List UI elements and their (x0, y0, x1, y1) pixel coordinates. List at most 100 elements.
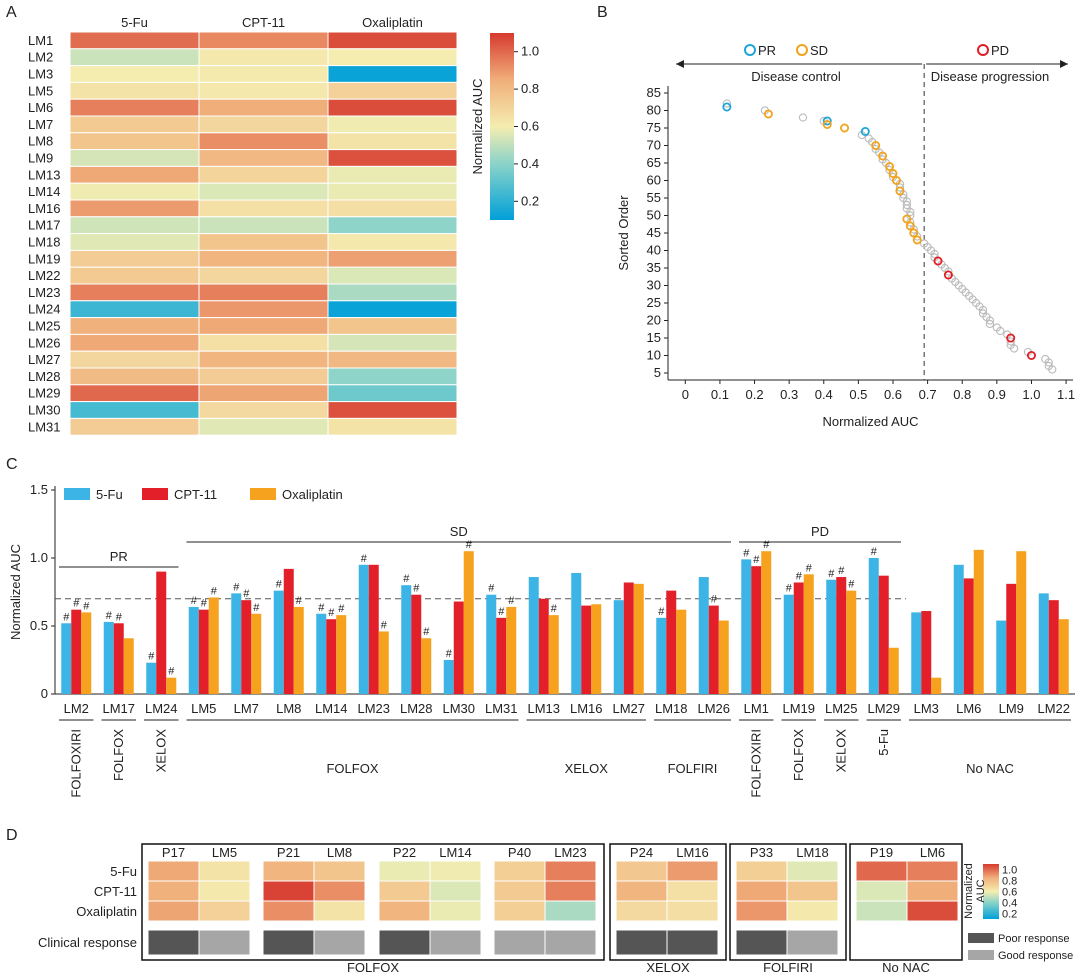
heatmap-cell (327, 249, 458, 268)
heatmap-cell (327, 417, 458, 436)
colorbar-tick-label: 0.2 (521, 193, 539, 208)
column-label: P40 (508, 845, 531, 860)
significance-mark: # (753, 554, 760, 566)
significance-mark: # (423, 626, 430, 638)
scatter-point (822, 116, 832, 126)
heatmap-cell (147, 880, 200, 902)
arrow-head-right (1060, 60, 1068, 68)
heatmap-cell (69, 81, 200, 100)
heatmap-cell (69, 417, 200, 436)
heatmap-cell (198, 48, 329, 67)
bar (443, 660, 454, 694)
scatter-point (902, 214, 912, 224)
heatmap-cell (262, 880, 315, 902)
scatter-point (798, 113, 808, 122)
y-tick-label: 60 (647, 173, 661, 188)
category-label: LM6 (956, 701, 981, 716)
legend-swatch (250, 488, 276, 500)
x-tick-label: 0.4 (815, 387, 833, 402)
regimen-label: FOLFOXIRI (748, 729, 763, 798)
heatmap-cell (327, 300, 458, 319)
response-cell (198, 929, 251, 956)
scatter-point (895, 183, 905, 192)
scatter-point (763, 109, 773, 119)
x-tick-label: 0.3 (780, 387, 798, 402)
bar (676, 609, 687, 694)
heatmap-cell (69, 182, 200, 201)
category-label: LM18 (655, 701, 688, 716)
bar (708, 605, 719, 694)
heatmap-cell (855, 860, 908, 882)
row-label: LM1 (28, 33, 53, 48)
group-box (849, 843, 963, 961)
regimen-label: No NAC (966, 761, 1014, 776)
bar (506, 606, 517, 694)
heatmap-cell (198, 81, 329, 100)
column-label: Oxaliplatin (362, 15, 423, 30)
heatmap-cell (262, 860, 315, 882)
heatmap-cell (327, 233, 458, 251)
row-label: LM25 (28, 319, 61, 334)
colorbar (983, 864, 999, 919)
scatter-point (930, 249, 939, 259)
panel-b-scatter: B 0 0.1 0.2 0.3 0.4 0.5 0.6 0.7 0.8 0.9 1.0 1.1 5 10 15… (597, 4, 1075, 429)
regimen-label: FOLFOX (326, 761, 378, 776)
heatmap-cell (906, 880, 959, 902)
bar (868, 558, 879, 694)
bar (953, 564, 964, 694)
heatmap-cell (855, 880, 908, 902)
heatmap-cell (786, 860, 839, 882)
row-label: LM24 (28, 302, 61, 317)
significance-mark: # (796, 570, 803, 582)
y-tick-label: 55 (647, 190, 661, 205)
scatter-point (909, 228, 919, 238)
group-label: FOLFOX (347, 960, 399, 975)
x-tick-label: 1.0 (1022, 387, 1040, 402)
heatmap-cell (615, 900, 668, 922)
heatmap-cell (198, 880, 251, 902)
colorbar-tick-label: 0.2 (1002, 909, 1017, 921)
row-label: LM3 (28, 67, 53, 82)
heatmap-cell (906, 860, 959, 882)
heatmap-cell (198, 98, 329, 117)
heatmap-cell (429, 880, 482, 902)
bar (123, 638, 134, 694)
significance-mark: # (403, 573, 410, 585)
heatmap-cell (262, 900, 315, 922)
column-label: LM23 (554, 845, 587, 860)
heatmap-cell (666, 900, 719, 922)
bar (528, 577, 539, 694)
row-label: LM14 (28, 184, 61, 199)
x-axis-title: Normalized AUC (822, 414, 918, 429)
colorbar-tick-label: 0.4 (1002, 898, 1017, 910)
heatmap-cell (69, 65, 200, 83)
heatmap-cell (198, 149, 329, 167)
heatmap-cell (786, 900, 839, 922)
category-label: LM26 (697, 701, 730, 716)
colorbar-title: Normalized (963, 863, 975, 919)
row-label: LM6 (28, 100, 53, 115)
panel-c-bar-chart: C 0 0.5 1.0 1.5 Normalized AUC 5-Fu CPT-11 Oxali… (6, 456, 1075, 798)
bar (1048, 600, 1059, 694)
bar (751, 566, 762, 694)
heatmap-cell (198, 233, 329, 251)
y-tick-label: 30 (647, 278, 661, 293)
heatmap-cell (198, 317, 329, 335)
heatmap-cell (786, 880, 839, 902)
y-tick-label: 85 (647, 85, 661, 100)
bar (103, 621, 114, 694)
scatter-point (933, 256, 943, 266)
heatmap-cell (378, 880, 431, 902)
bar (666, 590, 677, 694)
colorbar-tick-label: 0.4 (521, 156, 539, 171)
disease-progression-label: Disease progression (931, 69, 1050, 84)
scatter-point (902, 200, 911, 210)
scatter-point (891, 175, 901, 185)
category-label: LM7 (234, 701, 259, 716)
heatmap-cell (147, 860, 200, 882)
significance-mark: # (253, 602, 260, 614)
column-label: P17 (162, 845, 185, 860)
scatter-point (895, 186, 905, 196)
heatmap-cell (855, 900, 908, 922)
